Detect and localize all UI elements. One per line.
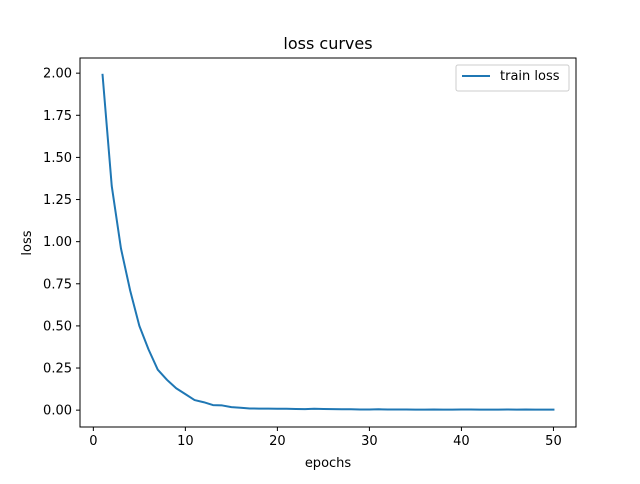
plot-lines: [101, 73, 555, 411]
y-tick-label: 0.75: [43, 277, 72, 292]
y-tick-label: 2.00: [43, 67, 72, 82]
y-tick-label: 0.50: [43, 319, 72, 334]
x-axis-ticks: 0 10 20 30 40 50: [89, 427, 562, 449]
plot-frame: [79, 57, 577, 428]
x-tick-label: 10: [177, 434, 194, 449]
x-tick-label: 40: [453, 434, 470, 449]
y-axis-ticks: 0.00 0.25 0.50 0.75 1.00 1.25 1.50 1.75 2.00: [43, 67, 80, 419]
y-tick-label: 0.00: [43, 404, 72, 419]
x-axis-label: epochs: [305, 456, 352, 471]
x-tick-label: 50: [545, 434, 562, 449]
y-tick-label: 1.50: [43, 151, 72, 166]
x-tick-label: 0: [89, 434, 97, 449]
y-tick-label: 0.25: [43, 362, 72, 377]
legend-box: [455, 64, 570, 92]
series-line-train-loss: [101, 73, 555, 411]
x-tick-label: 20: [269, 434, 286, 449]
y-tick-label: 1.00: [43, 235, 72, 250]
y-tick-label: 1.25: [43, 193, 72, 208]
legend: train loss: [455, 64, 570, 92]
y-tick-label: 1.75: [43, 109, 72, 124]
x-tick-label: 30: [361, 434, 378, 449]
legend-label-train-loss: train loss: [500, 69, 560, 84]
y-axis-label: loss: [20, 230, 35, 255]
chart-title: loss curves: [283, 34, 372, 53]
